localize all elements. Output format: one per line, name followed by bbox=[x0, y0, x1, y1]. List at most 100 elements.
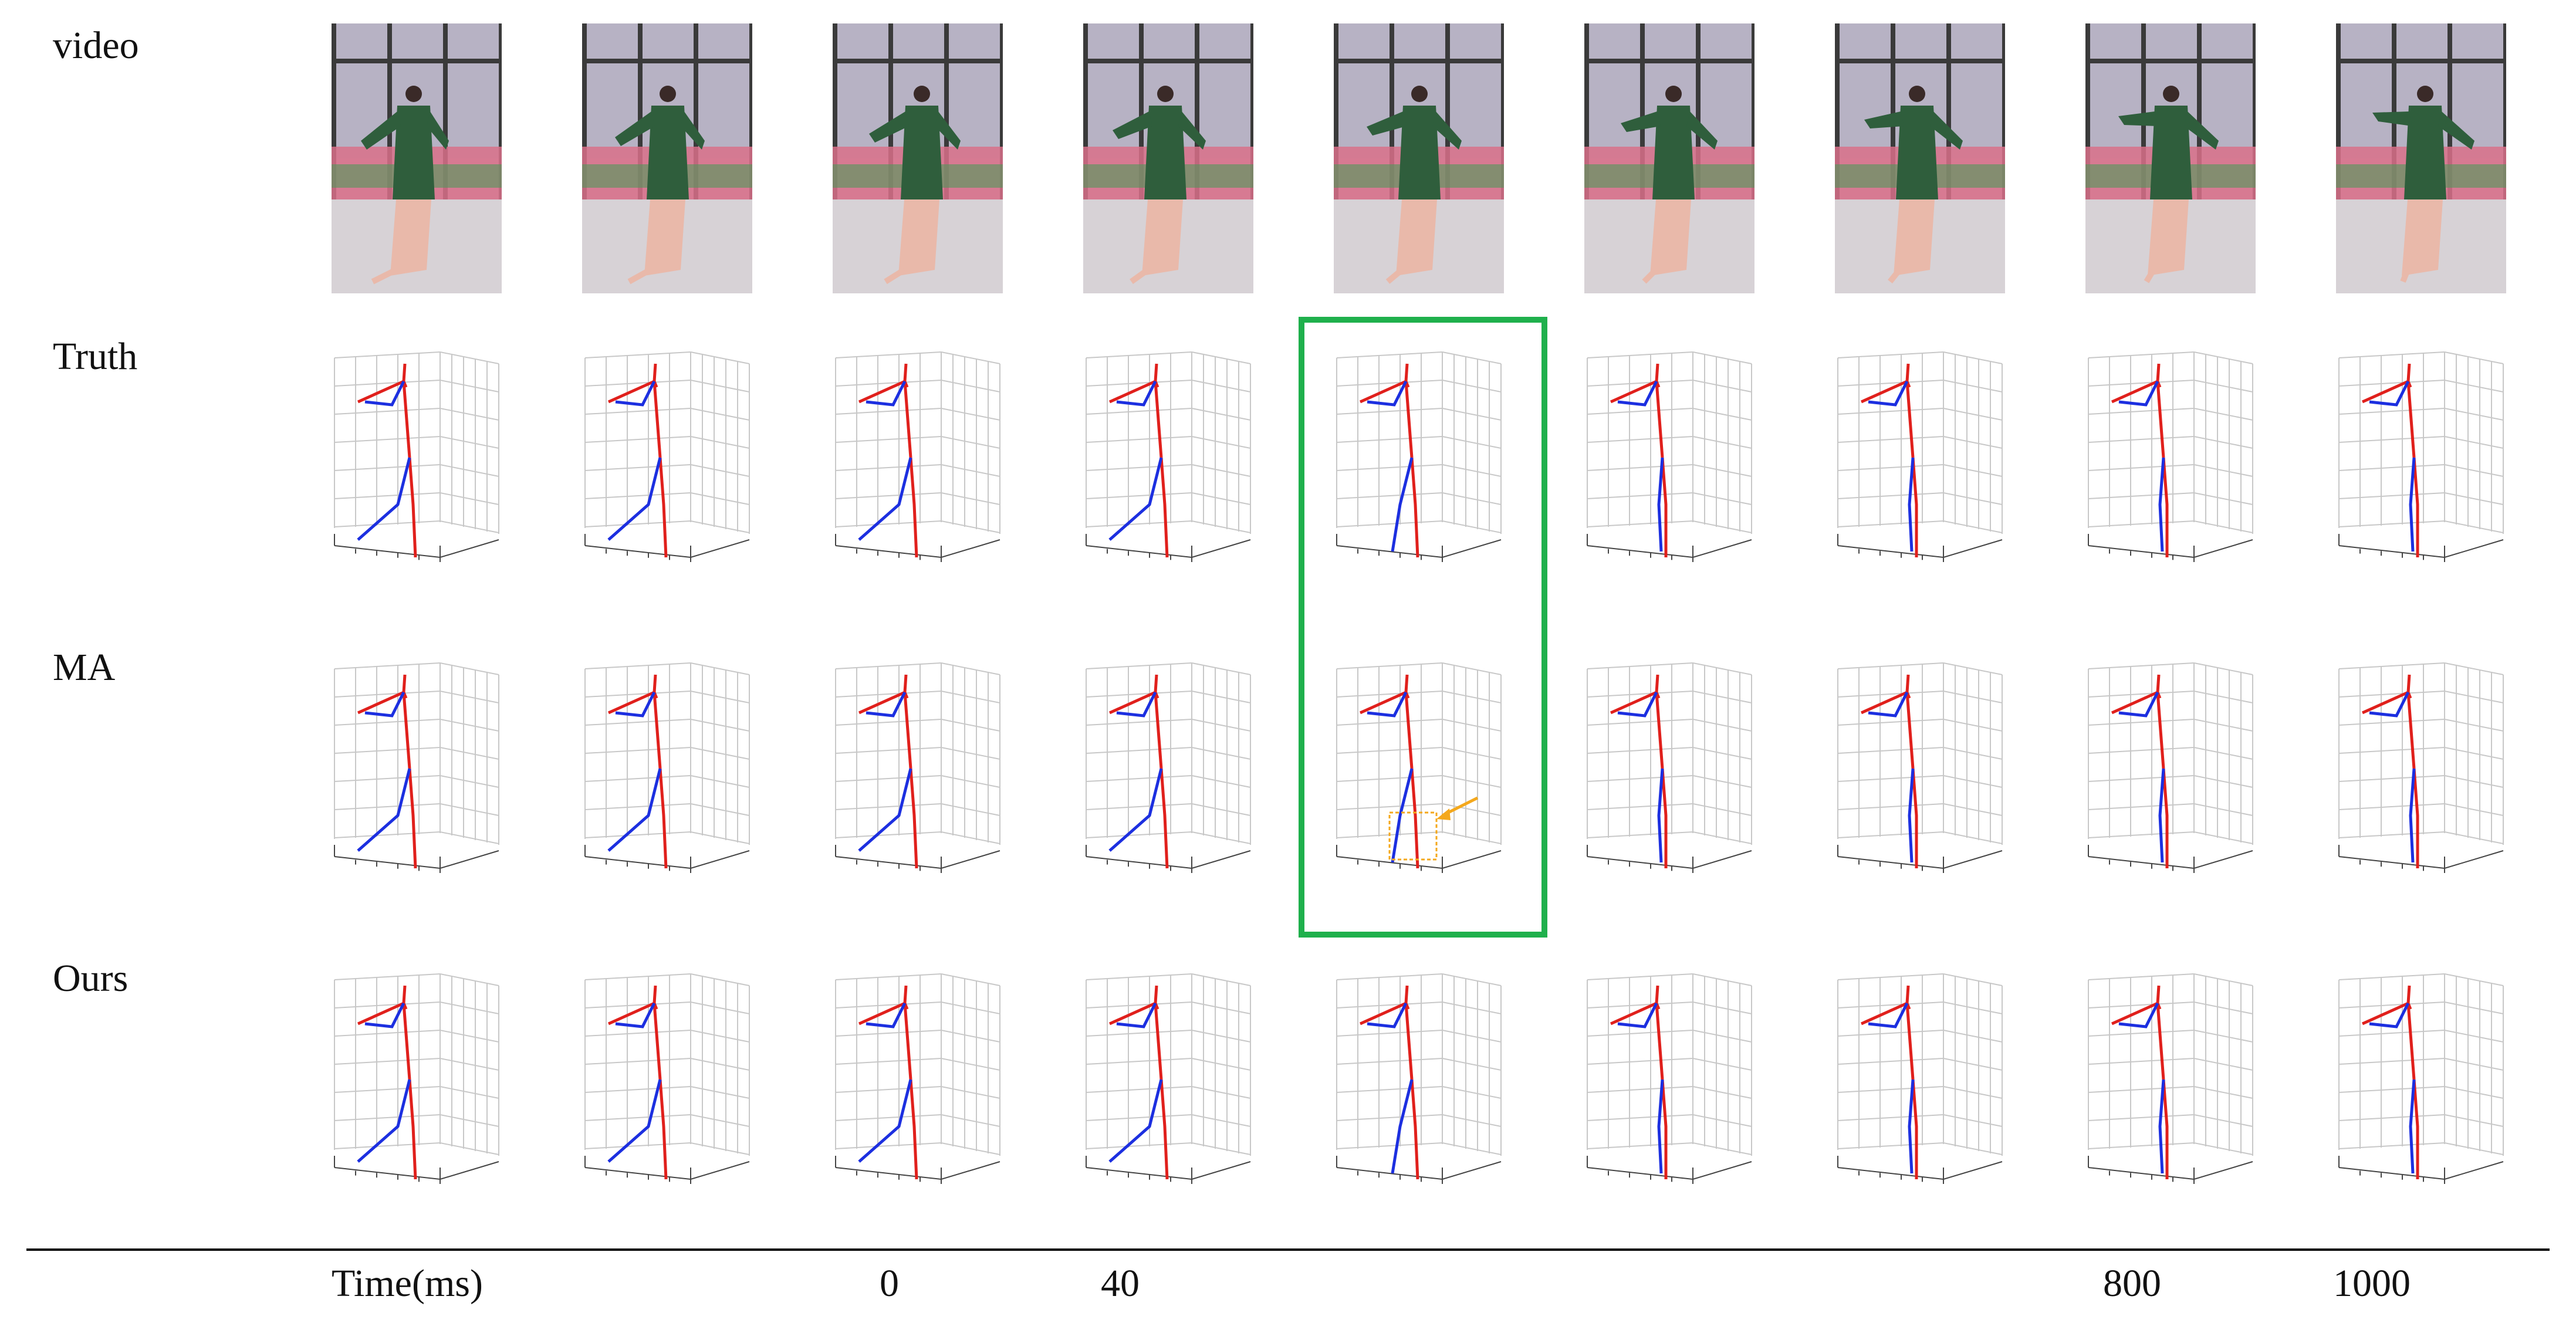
left-arm bbox=[1116, 1002, 1157, 1028]
grid-line bbox=[334, 1114, 441, 1121]
window-mullion bbox=[2002, 23, 2005, 199]
right-leg bbox=[408, 768, 417, 869]
right-arm bbox=[1108, 1001, 1157, 1026]
grid-line bbox=[1442, 492, 1502, 505]
grid-line bbox=[1943, 492, 2003, 505]
grid-line bbox=[584, 1030, 691, 1037]
grid-line bbox=[1837, 1058, 1944, 1065]
grid-line bbox=[1336, 747, 1443, 754]
grid-line bbox=[1442, 464, 1502, 477]
window-mullion bbox=[1696, 23, 1701, 199]
error-box bbox=[1388, 811, 1438, 861]
grid-line bbox=[1442, 1086, 1502, 1099]
dancer-robe bbox=[1652, 106, 1695, 199]
right-arm bbox=[858, 1001, 906, 1026]
grid-line bbox=[2444, 691, 2504, 703]
grid-line bbox=[690, 662, 750, 675]
grid-line bbox=[1336, 351, 1443, 358]
grid-line bbox=[1336, 464, 1443, 471]
window-mullion bbox=[1501, 23, 1504, 199]
grid-line bbox=[1587, 1058, 1693, 1065]
right-leg bbox=[2162, 1079, 2169, 1179]
left-leg bbox=[858, 768, 912, 852]
grid-line bbox=[584, 719, 691, 726]
grid-line bbox=[1692, 408, 1752, 421]
grid-line bbox=[2338, 1001, 2445, 1009]
grid-line bbox=[2193, 351, 2253, 364]
grid-line bbox=[2193, 1001, 2253, 1014]
grid-line bbox=[941, 719, 1000, 732]
grid-line bbox=[2444, 973, 2504, 986]
grid-line bbox=[1943, 1030, 2003, 1043]
grid-line bbox=[2444, 1086, 2504, 1099]
window-mullion bbox=[944, 23, 949, 199]
grid-line bbox=[440, 662, 499, 675]
grid-line bbox=[2444, 719, 2504, 732]
grid-line bbox=[1692, 775, 1752, 788]
grid-line bbox=[584, 831, 691, 838]
grid-line bbox=[2444, 1001, 2504, 1014]
spine bbox=[2406, 381, 2416, 458]
grid-line bbox=[584, 492, 691, 499]
grid-line bbox=[2088, 1114, 2195, 1121]
dancer-skirt bbox=[390, 199, 431, 276]
grid-line bbox=[1692, 719, 1752, 732]
grid-line bbox=[1692, 380, 1752, 392]
grid-line bbox=[1442, 1114, 1502, 1127]
left-leg bbox=[607, 1079, 662, 1163]
grid-line bbox=[690, 1114, 750, 1127]
grid-line bbox=[1837, 1001, 1944, 1009]
grid-line bbox=[2193, 803, 2253, 816]
grid-line bbox=[835, 719, 942, 726]
left-leg bbox=[607, 768, 662, 852]
window-transom bbox=[1584, 59, 1754, 63]
dancer-left-sleeve bbox=[615, 111, 655, 146]
right-arm bbox=[1359, 380, 1407, 404]
grid-line bbox=[1943, 380, 2003, 392]
grid-line bbox=[1191, 719, 1251, 732]
grid-line bbox=[2338, 1142, 2445, 1149]
grid-line bbox=[1086, 691, 1192, 698]
grid-line bbox=[1191, 408, 1251, 421]
grid-line bbox=[1837, 1030, 1944, 1037]
grid-line bbox=[2088, 380, 2195, 387]
grid-line bbox=[2193, 1030, 2253, 1043]
grid-line bbox=[1086, 1058, 1192, 1065]
grid-box bbox=[835, 662, 1000, 845]
grid-line bbox=[1086, 775, 1192, 782]
grid-line bbox=[941, 520, 1000, 533]
right-leg bbox=[2412, 768, 2419, 868]
truth-skeleton-frame bbox=[1576, 346, 1763, 581]
grid-line bbox=[584, 973, 691, 980]
ours-skeleton-frame bbox=[573, 968, 761, 1203]
grid-line bbox=[440, 408, 499, 421]
dancer-head bbox=[405, 86, 422, 102]
grid-line bbox=[2193, 775, 2253, 788]
ours-skeleton-frame bbox=[1074, 968, 1262, 1203]
dancer-left-sleeve bbox=[869, 111, 909, 143]
spine bbox=[903, 1003, 912, 1080]
grid-line bbox=[2444, 1030, 2504, 1043]
grid-line bbox=[584, 408, 691, 415]
right-leg bbox=[909, 768, 918, 869]
grid-line bbox=[835, 520, 942, 527]
grid-line bbox=[690, 464, 750, 477]
grid-line bbox=[835, 408, 942, 415]
grid-box bbox=[2338, 662, 2504, 845]
left-leg bbox=[357, 457, 411, 541]
dancer-figure bbox=[615, 86, 705, 285]
ma-skeleton-frame bbox=[573, 657, 761, 892]
right-leg bbox=[2162, 457, 2169, 557]
grid-line bbox=[1587, 1114, 1693, 1121]
spine bbox=[1154, 381, 1163, 458]
grid-line bbox=[1587, 492, 1693, 499]
left-arm bbox=[2369, 1002, 2410, 1028]
grid-line bbox=[1943, 408, 2003, 421]
grid-line bbox=[1086, 1142, 1192, 1149]
grid-line bbox=[2088, 1142, 2195, 1149]
grid-line bbox=[2088, 408, 2195, 415]
grid-line bbox=[2338, 408, 2445, 415]
dancer-head bbox=[2163, 86, 2179, 102]
grid-line bbox=[1943, 1114, 2003, 1127]
grid-line bbox=[334, 1030, 441, 1037]
